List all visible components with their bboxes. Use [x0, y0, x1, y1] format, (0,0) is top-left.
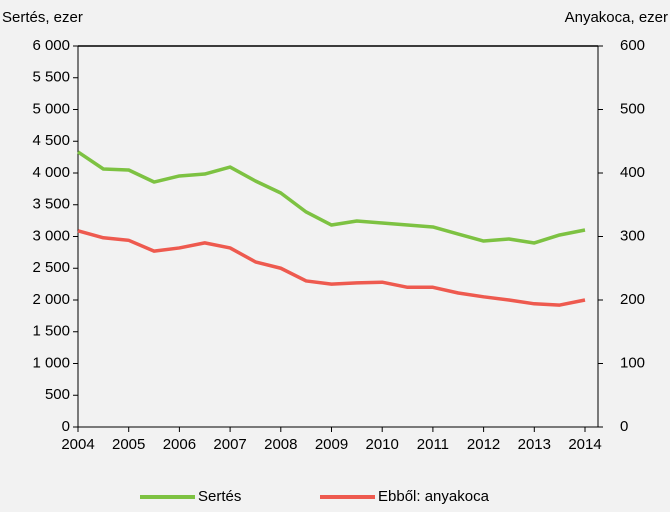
x-tick-label: 2007	[213, 436, 246, 453]
series-line	[77, 150, 586, 245]
y-tick-label: 4 500	[32, 132, 70, 149]
x-tick-label: 2004	[61, 436, 94, 453]
y-tick-label: 3 000	[32, 227, 70, 244]
y-tick-label: 5 000	[32, 100, 70, 117]
x-tick-label: 2011	[417, 436, 449, 453]
y-tick-label: 0	[62, 418, 70, 435]
y2-tick-label: 500	[620, 100, 645, 117]
x-tick-label: 2006	[163, 436, 196, 453]
x-tick-label: 2010	[366, 436, 399, 453]
y-tick-label: 5 500	[32, 69, 70, 86]
x-tick-label: 2012	[467, 436, 500, 453]
y2-tick-label: 300	[620, 227, 645, 244]
legend-label: Sertés	[198, 488, 241, 505]
x-tick-label: 2014	[568, 436, 601, 453]
legend-label: Ebből: anyakoca	[378, 488, 490, 505]
x-tick-label: 2005	[112, 436, 145, 453]
y2-tick-label: 600	[620, 37, 645, 54]
x-tick-label: 2013	[518, 436, 551, 453]
y2-tick-label: 200	[620, 291, 645, 308]
y-tick-label: 6 000	[32, 37, 70, 54]
y-tick-label: 2 000	[32, 291, 70, 308]
y2-tick-label: 100	[620, 354, 645, 371]
y-tick-label: 2 500	[32, 259, 70, 276]
y-tick-label: 3 500	[32, 196, 70, 213]
y2-axis-label: Anyakoca, ezer	[565, 9, 668, 26]
y-tick-label: 1 000	[32, 354, 70, 371]
y-tick-label: 4 000	[32, 164, 70, 181]
y-axis-label: Sertés, ezer	[2, 9, 83, 26]
y-tick-label: 500	[45, 386, 70, 403]
series-line	[77, 229, 586, 307]
y2-tick-label: 0	[620, 418, 628, 435]
x-tick-label: 2008	[264, 436, 297, 453]
x-tick-label: 2009	[315, 436, 348, 453]
y2-tick-label: 400	[620, 164, 645, 181]
y-tick-label: 1 500	[32, 323, 70, 340]
